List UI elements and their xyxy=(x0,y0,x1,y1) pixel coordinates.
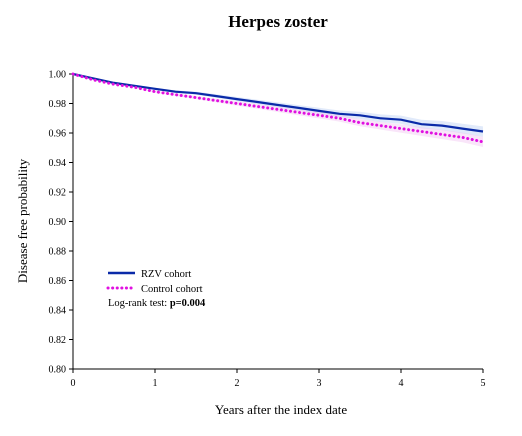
x-tick-label: 2 xyxy=(235,378,240,389)
y-tick-label: 0.90 xyxy=(49,217,67,228)
y-axis-label: Disease free probability xyxy=(15,158,30,283)
y-tick-label: 0.86 xyxy=(49,276,67,287)
series-line-rzv xyxy=(72,72,484,133)
x-tick-label: 0 xyxy=(71,378,76,389)
y-tick-label: 0.96 xyxy=(49,129,67,140)
logrank-annotation: Log-rank test: p=0.004 xyxy=(108,298,206,309)
y-tick-label: 0.88 xyxy=(49,247,67,258)
y-tick-label: 0.84 xyxy=(49,306,67,317)
axes: 0.80 0.82 0.84 0.86 0.88 0.90 0.92 0.94 0.96 0.98… xyxy=(49,70,486,390)
chart-title: Herpes zoster xyxy=(228,12,328,31)
y-tick-label: 0.94 xyxy=(49,158,67,169)
y-tick-label: 0.82 xyxy=(49,335,67,346)
legend: RZV cohort Control cohort Log-rank test:… xyxy=(106,269,206,309)
series-layer xyxy=(71,72,485,144)
logrank-prefix: Log-rank test: xyxy=(108,298,170,309)
series-line-control xyxy=(71,72,485,144)
x-tick-label: 1 xyxy=(153,378,158,389)
y-tick-label: 0.98 xyxy=(49,99,67,110)
y-tick-label: 0.92 xyxy=(49,188,67,199)
x-axis-label: Years after the index date xyxy=(215,402,347,417)
y-tick-label: 1.00 xyxy=(49,70,67,81)
legend-label-rzv: RZV cohort xyxy=(141,269,191,280)
x-tick-label: 4 xyxy=(399,378,404,389)
x-tick-label: 3 xyxy=(317,378,322,389)
y-tick-label: 0.80 xyxy=(49,365,67,376)
legend-label-control: Control cohort xyxy=(141,284,203,295)
x-tick-label: 5 xyxy=(481,378,486,389)
confidence-band-control xyxy=(73,74,483,147)
logrank-pvalue: p=0.004 xyxy=(170,298,206,309)
